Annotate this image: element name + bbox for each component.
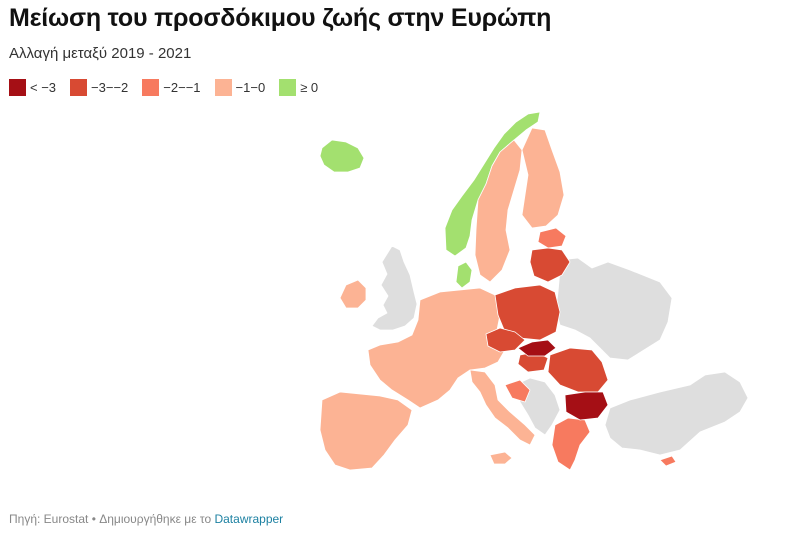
country-croatia[interactable] (504, 379, 531, 403)
country-latvia[interactable] (537, 227, 567, 249)
legend-item-lt-minus3: < −3 (9, 79, 56, 96)
legend-swatch (9, 79, 26, 96)
country-eastern-europe[interactable] (555, 257, 673, 361)
country-turkey[interactable] (604, 371, 749, 456)
map-subtitle: Αλλαγή μεταξύ 2019 - 2021 (9, 45, 192, 62)
country-czechia[interactable] (485, 327, 526, 353)
country-italy[interactable] (469, 369, 536, 446)
country-greece[interactable] (551, 417, 591, 471)
legend-label: −3−−2 (91, 80, 129, 95)
legend: < −3 −3−−2 −2−−1 −1−0 ≥ 0 (9, 79, 332, 96)
legend-swatch (142, 79, 160, 96)
legend-item-minus2-minus1: −2−−1 (142, 79, 201, 96)
legend-label: −2−−1 (163, 80, 201, 95)
country-uk[interactable] (371, 245, 418, 331)
source-note: Πηγή: Eurostat • Δημιουργήθηκε με το Dat… (9, 512, 283, 526)
country-sweden[interactable] (474, 139, 523, 283)
datawrapper-link[interactable]: Datawrapper (214, 512, 284, 526)
legend-item-minus1-0: −1−0 (214, 79, 266, 96)
map-title: Μείωση του προσδόκιμου ζωής στην Ευρώπη (9, 4, 552, 32)
country-romania[interactable] (547, 347, 609, 393)
country-slovakia[interactable] (517, 339, 557, 357)
europe-map (319, 111, 749, 471)
legend-label: < −3 (30, 80, 57, 95)
legend-swatch (279, 79, 297, 96)
country-cyprus[interactable] (659, 455, 677, 467)
legend-item-ge0: ≥ 0 (279, 79, 318, 96)
legend-swatch (70, 79, 88, 96)
country-bulgaria[interactable] (564, 391, 609, 421)
legend-label: −1−0 (235, 80, 266, 95)
country-lithuania[interactable] (529, 247, 571, 283)
legend-swatch (214, 79, 232, 96)
source-text: Πηγή: Eurostat • Δημιουργήθηκε με το (9, 512, 212, 526)
country-iberia[interactable] (319, 391, 413, 471)
country-denmark[interactable] (455, 261, 473, 289)
country-poland[interactable] (494, 284, 561, 341)
country-finland[interactable] (521, 127, 565, 229)
legend-item-minus3-minus2: −3−−2 (70, 79, 128, 96)
country-sicily[interactable] (489, 451, 513, 465)
country-norway[interactable] (444, 111, 541, 257)
legend-label: ≥ 0 (300, 80, 319, 95)
country-iceland[interactable] (319, 139, 365, 173)
country-ireland[interactable] (339, 279, 367, 309)
